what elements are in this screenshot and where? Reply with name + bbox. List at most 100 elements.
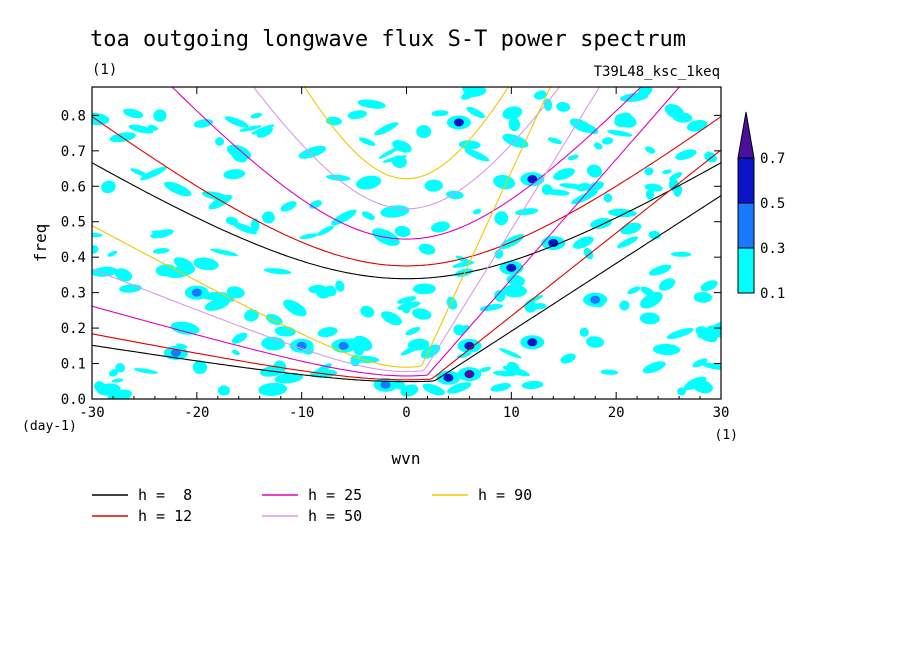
contour-speckle <box>92 232 103 238</box>
contour-speckle <box>314 363 332 375</box>
contour-speckle <box>192 360 208 375</box>
contour-speckle <box>569 118 593 133</box>
contour-speckle <box>374 122 399 136</box>
chart-subtitle-right: T39L48_ksc_1keq <box>594 64 720 80</box>
contour-speckle <box>274 372 303 384</box>
curve-kelvin <box>92 87 681 377</box>
contour-speckle <box>593 142 603 150</box>
contour-speckle <box>353 342 365 356</box>
contour-speckle <box>357 99 386 109</box>
contour-speckle <box>541 184 553 195</box>
contour-speckle <box>677 387 686 396</box>
contour-speckle <box>473 208 482 215</box>
curve-inertio-gravity <box>252 87 561 210</box>
contour-speckle <box>644 183 663 192</box>
x-axis-ticks: -30 -20 -10 0 10 20 30 <box>79 87 729 421</box>
contour-speckle <box>431 110 449 117</box>
contour-speckle <box>422 383 445 396</box>
contour-speckle <box>119 284 142 293</box>
contour-speckle <box>648 230 661 240</box>
y-tick-label: 0.3 <box>61 286 86 302</box>
contour-speckle <box>446 190 464 200</box>
contour-speckle <box>210 248 238 257</box>
contour-speckle <box>250 218 260 232</box>
contour-speckle <box>697 327 721 339</box>
contour-speckle <box>380 205 410 218</box>
colorbar-swatch <box>737 157 755 204</box>
y-axis-label: freq <box>31 224 50 263</box>
curve-inertio-gravity <box>303 87 510 180</box>
contour-speckle <box>223 169 246 180</box>
contour-speckle <box>670 251 692 257</box>
x-tick-label: 20 <box>608 405 625 421</box>
contour-speckle <box>101 180 116 194</box>
contour-speckle <box>490 382 512 392</box>
contour-blob-core <box>380 380 391 389</box>
contour-speckle <box>494 211 509 226</box>
contour-speckle <box>579 327 589 337</box>
contour-speckle <box>686 119 708 132</box>
contour-speckle <box>407 338 430 351</box>
y-axis-ticks: 0.0 0.1 0.2 0.3 0.4 0.5 0.6 0.7 0.8 <box>61 108 721 408</box>
colorbar-label: 0.1 <box>760 286 785 302</box>
contour-speckle <box>712 321 721 329</box>
contour-speckle <box>111 378 124 383</box>
contour-blob-core <box>338 341 349 350</box>
contour-speckle <box>140 166 167 181</box>
contour-blob-core <box>527 338 538 347</box>
contour-speckle <box>502 284 527 298</box>
colorbar-arrow <box>737 111 755 159</box>
contour-speckle <box>464 148 490 162</box>
contour-speckle <box>666 327 694 340</box>
colorbar-label: 0.7 <box>760 151 785 167</box>
contour-speckle <box>265 313 283 326</box>
colorbar: 0.7 0.5 0.3 0.1 <box>737 111 785 302</box>
contour-speckle <box>590 217 612 229</box>
contour-blob-core <box>170 348 181 357</box>
contour-speckle <box>391 155 407 169</box>
contour-speckle <box>658 278 676 291</box>
contour-speckle <box>239 125 262 132</box>
contour-speckle <box>575 183 591 192</box>
contour-speckle <box>225 216 239 226</box>
contour-speckle <box>250 112 263 119</box>
contour-speckle <box>560 353 576 364</box>
contour-speckle <box>543 98 553 111</box>
x-axis-label: wvn <box>392 449 421 468</box>
colorbar-swatch <box>737 202 755 249</box>
contour-speckle <box>381 311 402 326</box>
contour-speckle <box>420 344 441 359</box>
chart-subtitle-left: (1) <box>92 62 117 78</box>
contour-speckle <box>397 296 417 304</box>
dispersion-curves <box>92 87 721 383</box>
contour-blob-core <box>191 288 202 297</box>
contour-speckle <box>133 368 158 374</box>
contour-speckle <box>571 190 598 205</box>
contour-speckle <box>462 87 482 97</box>
contour-speckle <box>151 230 173 235</box>
contour-speckle <box>400 384 419 397</box>
curve-kelvin <box>92 149 721 381</box>
x-tick-label: 10 <box>503 405 520 421</box>
contour-speckle <box>356 175 382 190</box>
contour-speckle <box>92 266 118 277</box>
contour-speckle <box>479 366 492 373</box>
y-tick-label: 0.8 <box>61 108 86 124</box>
contour-speckle <box>494 249 504 259</box>
contour-speckle <box>648 264 672 276</box>
contour-speckle <box>215 137 225 146</box>
contour-speckle <box>412 308 432 320</box>
legend-label: h = 90 <box>478 486 532 504</box>
contour-speckle <box>664 104 685 119</box>
contour-speckle <box>298 145 327 159</box>
contour-blob-core <box>453 118 464 127</box>
contour-speckle <box>644 167 654 176</box>
contour-speckle <box>263 268 292 275</box>
contour-speckle <box>507 361 520 373</box>
x-tick-label: -10 <box>289 405 314 421</box>
contour-speckle <box>153 109 167 122</box>
contour-speckle <box>567 154 579 161</box>
legend-label: h = 12 <box>138 507 192 525</box>
chart-title: toa outgoing longwave flux S-T power spe… <box>90 27 686 52</box>
contour-speckle <box>702 362 721 371</box>
